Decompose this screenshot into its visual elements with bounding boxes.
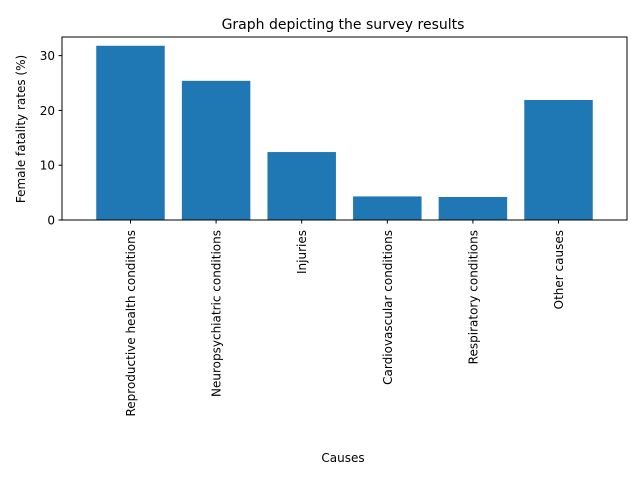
x-tick-label-0: Reproductive health conditions (124, 230, 138, 417)
bar-0 (96, 45, 165, 221)
y-tick-label-3: 30 (40, 49, 55, 63)
y-axis-ticks: 0 10 20 30 (40, 49, 62, 228)
x-axis-ticks: Reproductive health conditions Neuropsych… (124, 220, 566, 417)
y-axis-title: Female fatality rates (%) (14, 55, 28, 203)
x-axis-title: Causes (321, 451, 364, 465)
y-tick-label-0: 0 (47, 214, 55, 228)
bar-2 (267, 152, 336, 220)
bar-3 (353, 196, 422, 220)
x-tick-label-2: Injuries (295, 230, 309, 274)
plot-frame (61, 36, 628, 221)
y-tick-label-1: 10 (40, 159, 55, 173)
y-tick-label-2: 20 (40, 104, 55, 118)
bar-4 (438, 196, 508, 220)
chart-title: Graph depicting the survey results (222, 17, 465, 33)
bar-1 (181, 80, 251, 220)
x-tick-label-5: Other causes (552, 230, 566, 309)
bar-5 (524, 100, 593, 220)
x-tick-label-4: Respiratory conditions (466, 230, 480, 364)
x-tick-label-1: Neuropsychiatric conditions (210, 230, 224, 397)
x-tick-label-3: Cardiovascular conditions (381, 230, 395, 385)
bars-group (96, 45, 593, 221)
